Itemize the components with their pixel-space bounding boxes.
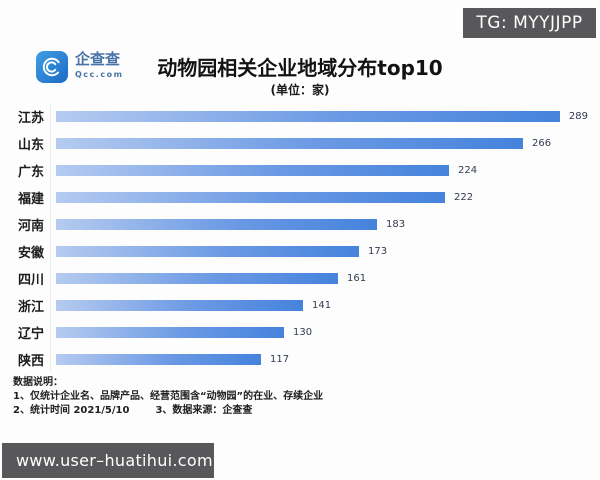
category-label: 山东 bbox=[18, 138, 45, 153]
bar bbox=[56, 192, 445, 203]
bar bbox=[56, 273, 338, 284]
category-label: 广东 bbox=[18, 165, 45, 180]
value-label: 173 bbox=[368, 246, 388, 257]
chart-title: 动物园相关企业地域分布top10 bbox=[157, 56, 443, 80]
chart-subtitle: (单位：家) bbox=[270, 83, 330, 97]
value-label: 183 bbox=[386, 219, 406, 230]
bar bbox=[56, 138, 523, 149]
value-label: 266 bbox=[532, 138, 552, 149]
value-label: 141 bbox=[312, 300, 332, 311]
value-label: 130 bbox=[293, 327, 313, 338]
bar-row: 河南 183 bbox=[18, 211, 588, 238]
bar-row: 四川 161 bbox=[18, 265, 588, 292]
data-notes: 数据说明： 1、仅统计企业名、品牌产品、经营范围含“动物园”的在业、存续企业 2… bbox=[13, 376, 323, 418]
bar-chart: 江苏 289 山东 266 广东 224 福建 222 河南 183 安徽 173 四川 161 浙江 141… bbox=[18, 103, 588, 373]
bottom-watermark: www.user–huatihui.com bbox=[2, 443, 214, 478]
qcc-logo-icon bbox=[36, 51, 68, 83]
qcc-logo-text: 企查查 Qcc.com bbox=[75, 50, 124, 80]
bar-row: 广东 224 bbox=[18, 157, 588, 184]
category-label: 福建 bbox=[18, 192, 45, 207]
bar-row: 陕西 117 bbox=[18, 346, 588, 373]
category-label: 陕西 bbox=[18, 354, 45, 369]
notes-line2-item1: 2、统计时间 2021/5/10 bbox=[13, 405, 130, 416]
bar-row: 安徽 173 bbox=[18, 238, 588, 265]
bar bbox=[56, 246, 359, 257]
category-label: 江苏 bbox=[18, 111, 45, 126]
value-label: 161 bbox=[347, 273, 367, 284]
top-watermark-label: TG: MYYJJPP bbox=[476, 13, 583, 33]
bar-row: 山东 266 bbox=[18, 130, 588, 157]
bar-rows: 江苏 289 山东 266 广东 224 福建 222 河南 183 安徽 173 四川 161 浙江 141… bbox=[18, 103, 588, 373]
bar-row: 辽宁 130 bbox=[18, 319, 588, 346]
bar bbox=[56, 219, 377, 230]
bottom-watermark-label: www.user–huatihui.com bbox=[16, 451, 213, 470]
notes-line1: 1、仅统计企业名、品牌产品、经营范围含“动物园”的在业、存续企业 bbox=[13, 391, 324, 402]
value-label: 224 bbox=[458, 165, 478, 176]
top-watermark: TG: MYYJJPP bbox=[463, 8, 596, 38]
bar-row: 江苏 289 bbox=[18, 103, 588, 130]
value-label: 289 bbox=[568, 111, 588, 122]
value-label: 117 bbox=[270, 354, 290, 365]
bar bbox=[56, 327, 284, 338]
notes-line2-item2: 3、数据来源：企查查 bbox=[155, 405, 253, 416]
category-label: 四川 bbox=[18, 273, 45, 288]
bar bbox=[56, 111, 560, 122]
bar bbox=[56, 354, 261, 365]
bar-row: 浙江 141 bbox=[18, 292, 588, 319]
bar-row: 福建 222 bbox=[18, 184, 588, 211]
notes-line2: 2、统计时间 2021/5/10 3、数据来源：企查查 bbox=[13, 404, 323, 418]
notes-heading: 数据说明： bbox=[13, 377, 63, 388]
category-label: 安徽 bbox=[18, 246, 45, 261]
qcc-logo: 企查查 Qcc.com bbox=[36, 51, 123, 83]
qcc-logo-domain: Qcc.com bbox=[75, 70, 124, 79]
bar bbox=[56, 300, 303, 311]
category-label: 河南 bbox=[18, 219, 45, 234]
y-axis-line bbox=[50, 104, 51, 372]
qcc-logo-name: 企查查 bbox=[75, 50, 121, 68]
bar bbox=[56, 165, 449, 176]
category-label: 辽宁 bbox=[18, 327, 45, 342]
value-label: 222 bbox=[454, 192, 474, 203]
category-label: 浙江 bbox=[18, 300, 45, 315]
